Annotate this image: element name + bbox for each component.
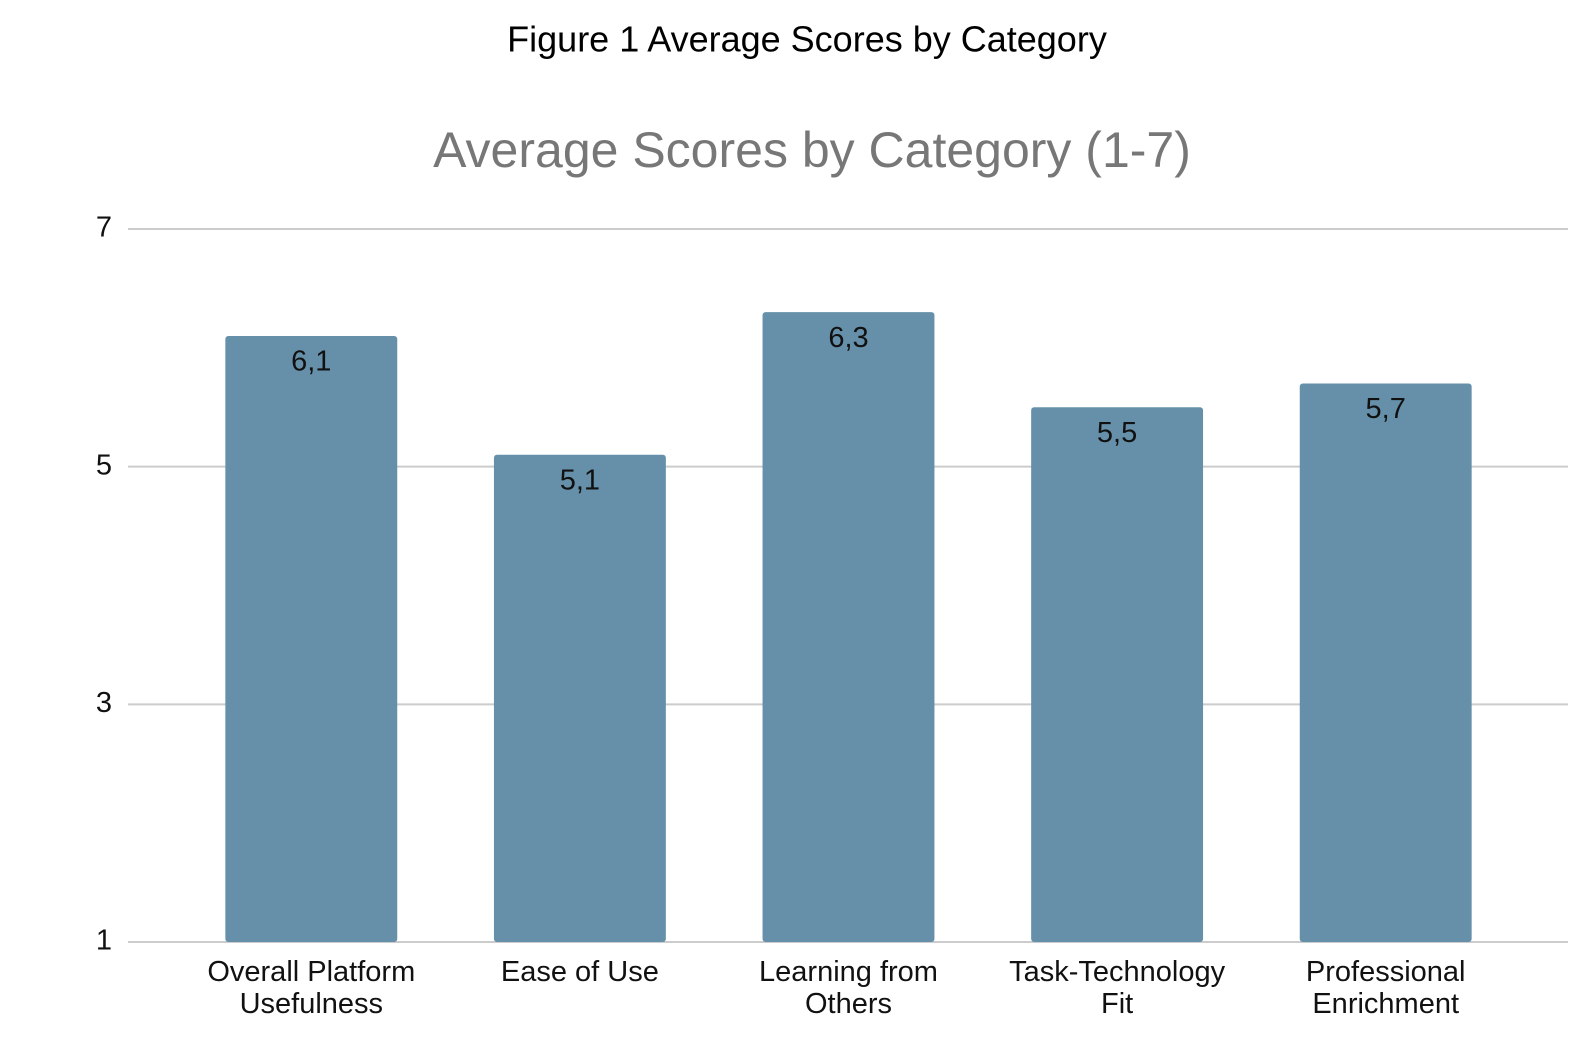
figure-caption: Figure 1 Average Scores by Category — [507, 19, 1107, 60]
bar — [225, 335, 398, 942]
value-label: 6,3 — [828, 322, 868, 354]
y-tick-label: 3 — [96, 687, 112, 719]
y-tick-label: 1 — [96, 925, 112, 957]
x-tick-label: Professional Enrichment — [1305, 956, 1466, 1020]
value-label: 5,1 — [560, 464, 600, 496]
y-tick-label: 5 — [96, 449, 112, 481]
y-tick-label: 7 — [96, 212, 112, 244]
value-label: 5,7 — [1366, 393, 1406, 425]
x-tick-label: Overall Platform Usefulness — [207, 956, 416, 1020]
x-tick-label: Ease of Use — [500, 956, 659, 988]
x-tick-label: Learning from Others — [759, 956, 938, 1020]
bar — [1031, 407, 1204, 942]
x-tick-label: Task-Technology Fit — [1009, 956, 1226, 1020]
value-label: 5,5 — [1097, 417, 1137, 449]
bar — [762, 312, 935, 942]
bar — [493, 454, 666, 942]
bar — [1299, 383, 1472, 942]
value-label: 6,1 — [291, 346, 331, 378]
chart-title: Average Scores by Category (1-7) — [433, 122, 1191, 178]
